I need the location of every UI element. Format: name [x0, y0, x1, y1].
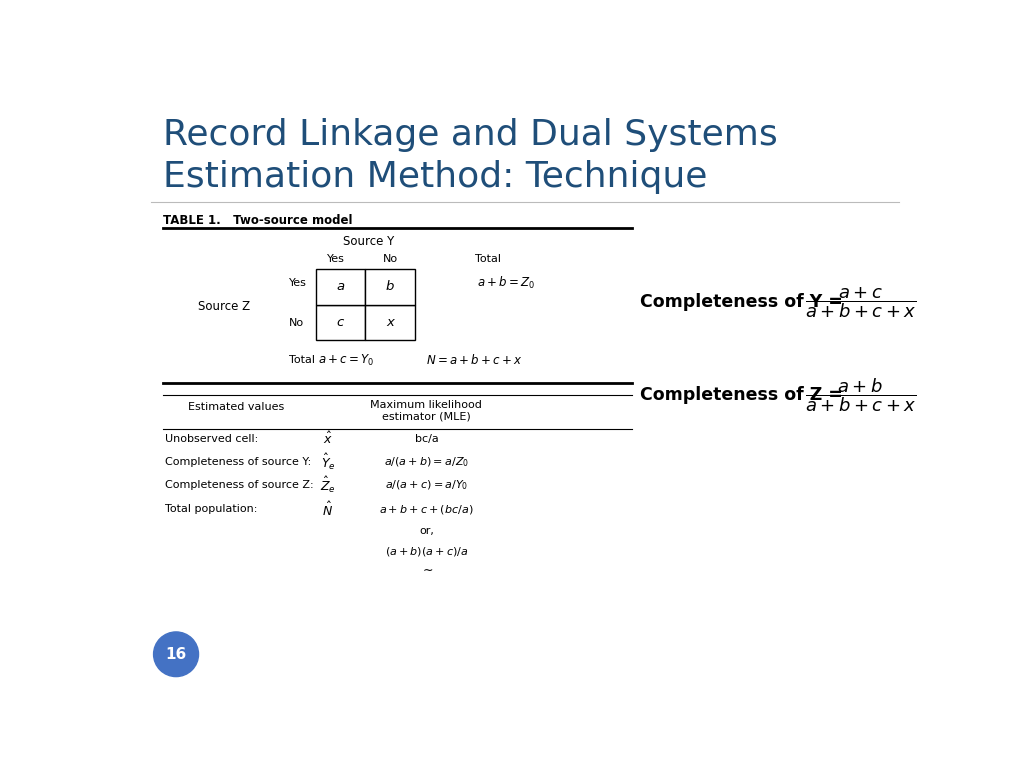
Text: No: No: [289, 318, 304, 328]
Text: Completeness of Z =: Completeness of Z =: [640, 386, 843, 404]
Text: c: c: [337, 316, 344, 329]
Text: Estimation Method: Technique: Estimation Method: Technique: [163, 160, 708, 194]
Text: a: a: [336, 280, 344, 293]
Text: Estimated values: Estimated values: [188, 402, 285, 412]
Text: Unobserved cell:: Unobserved cell:: [165, 434, 258, 444]
Bar: [315, 270, 366, 305]
Text: Source Y: Source Y: [343, 235, 394, 248]
Text: TABLE 1.   Two-source model: TABLE 1. Two-source model: [163, 214, 352, 227]
Text: x: x: [386, 316, 394, 329]
Text: $a/(a + b) = a/Z_0$: $a/(a + b) = a/Z_0$: [384, 455, 469, 468]
Text: Completeness of Y =: Completeness of Y =: [640, 293, 843, 311]
Text: $\sim$: $\sim$: [420, 563, 433, 576]
Text: Total: Total: [475, 254, 502, 264]
Text: or,: or,: [419, 526, 434, 536]
Text: $(a + b)(a + c)/a$: $(a + b)(a + c)/a$: [385, 545, 468, 558]
Text: Yes: Yes: [327, 254, 345, 264]
Text: Total: Total: [289, 355, 315, 365]
Text: $a + c = Y_0$: $a + c = Y_0$: [317, 353, 374, 368]
Bar: [315, 305, 366, 340]
Text: $\hat{Z}_e$: $\hat{Z}_e$: [319, 475, 336, 495]
Text: Total population:: Total population:: [165, 505, 258, 515]
Text: $\hat{x}$: $\hat{x}$: [323, 431, 333, 447]
Text: Source Z: Source Z: [198, 300, 250, 313]
Text: Completeness of source Y:: Completeness of source Y:: [165, 457, 311, 467]
Text: $N = a + b + c + x$: $N = a + b + c + x$: [426, 353, 523, 367]
Text: No: No: [382, 254, 397, 264]
Text: $\hat{N}$: $\hat{N}$: [323, 501, 334, 518]
Text: bc/a: bc/a: [415, 434, 438, 444]
Text: 16: 16: [166, 647, 186, 662]
Text: $a + b = Z_0$: $a + b = Z_0$: [477, 275, 535, 291]
Text: Maximum likelihood
estimator (MLE): Maximum likelihood estimator (MLE): [371, 400, 482, 422]
Text: $a + b + c + (bc/a)$: $a + b + c + (bc/a)$: [379, 503, 474, 516]
Text: Record Linkage and Dual Systems: Record Linkage and Dual Systems: [163, 118, 777, 151]
Text: $a/(a + c) = a/Y_0$: $a/(a + c) = a/Y_0$: [385, 478, 468, 492]
Bar: [366, 270, 415, 305]
Text: b: b: [386, 280, 394, 293]
Text: Completeness of source Z:: Completeness of source Z:: [165, 480, 313, 490]
Circle shape: [154, 632, 199, 677]
Text: $\dfrac{a+b}{a+b+c+x}$: $\dfrac{a+b}{a+b+c+x}$: [805, 376, 916, 414]
Text: Yes: Yes: [289, 278, 307, 288]
Bar: [366, 305, 415, 340]
Text: $\dfrac{a+c}{a+b+c+x}$: $\dfrac{a+c}{a+b+c+x}$: [805, 285, 916, 319]
Text: $\hat{Y}_e$: $\hat{Y}_e$: [321, 452, 335, 472]
